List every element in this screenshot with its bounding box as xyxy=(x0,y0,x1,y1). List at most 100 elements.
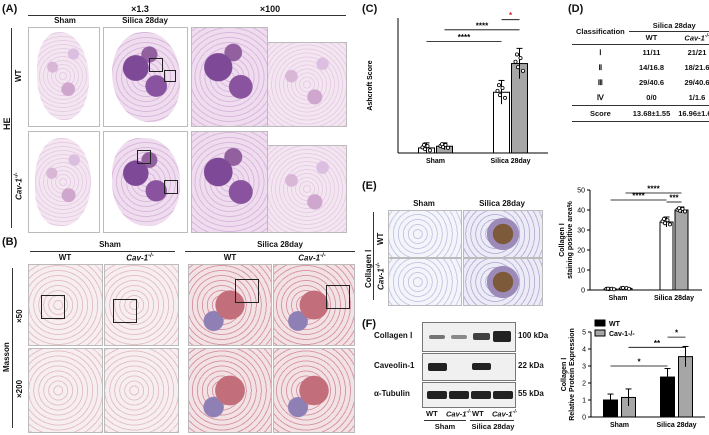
blot-row-collagen: Collagen Ⅰ 100 kDa xyxy=(374,322,550,352)
table-cell-wt: 11/11 xyxy=(642,47,661,57)
table-cell-wt: 29/40.6 xyxy=(638,77,665,87)
he-sham-cav-overview xyxy=(28,131,100,233)
y-tick-label: 0 xyxy=(582,415,586,422)
legend-swatch xyxy=(594,329,606,337)
data-point xyxy=(518,56,523,61)
table-row: Ⅳ 0/0 1/1.6 xyxy=(572,90,709,106)
y-axis-label-line: Collagen Ⅰ xyxy=(560,358,568,392)
he-silica-wt-zoom-1 xyxy=(191,27,268,127)
blot-label-tubulin: α-Tubulin xyxy=(374,389,410,398)
panel-e-col-silica: Silica 28day xyxy=(479,199,525,208)
data-point xyxy=(443,143,448,148)
data-point xyxy=(663,221,668,226)
x-tick-label: Silica 28day xyxy=(490,158,530,165)
data-point xyxy=(497,93,502,98)
data-point xyxy=(514,52,519,57)
table-cell-cav: 18/21.6 xyxy=(684,62,709,72)
panel-a-mag-low: ×1.3 xyxy=(131,4,149,14)
masson-silica-cav-low xyxy=(273,264,355,346)
significance-stars: **** xyxy=(458,33,471,42)
y-axis-label-line: Collagen Ⅰ xyxy=(558,223,566,257)
legend-swatch xyxy=(594,319,606,327)
y-tick-label: 10 xyxy=(577,268,585,275)
group-label-sham: Sham xyxy=(434,422,456,431)
y-tick-label: 5 xyxy=(582,330,586,337)
table-cell-cls: Score xyxy=(589,108,611,118)
table-cell-cls: Ⅱ xyxy=(598,62,603,72)
masson-silica-wt-low xyxy=(188,264,272,346)
blot-kda-tubulin: 55 kDa xyxy=(518,389,544,398)
blot-row-caveolin: Caveolin-1 22 kDa xyxy=(374,353,550,381)
data-point xyxy=(425,144,430,149)
masson-sham-wt-low xyxy=(28,264,103,346)
panel-a-side-line xyxy=(11,28,12,228)
table-row: Ⅰ 11/11 21/21 xyxy=(572,44,709,60)
collagen-silica-wt xyxy=(463,210,543,258)
data-point xyxy=(428,148,433,153)
masson-sham-cav-high xyxy=(104,348,179,433)
masson-sham-cav-low xyxy=(104,264,179,346)
lane-label-1: WT xyxy=(426,409,438,418)
y-axis-label: Collagen ⅠRelative Protein Expression xyxy=(560,328,576,421)
group-line-silica xyxy=(470,420,514,421)
blot-kda-caveolin: 22 kDa xyxy=(518,361,544,370)
collagen-sham-cav xyxy=(388,258,462,306)
collagen-silica-cav xyxy=(463,258,543,306)
panel-a-header-line xyxy=(28,15,346,16)
data-point xyxy=(515,65,520,70)
significance-stars: **** xyxy=(476,21,489,30)
panel-a-col-silica: Silica 28day xyxy=(122,16,168,25)
legend-label: WT xyxy=(609,321,621,328)
significance-stars: **** xyxy=(632,192,645,201)
panel-e-row-wt: WT xyxy=(376,232,385,245)
table-cell-cav: 29/40.6 xyxy=(684,77,709,87)
table-cell-wt: 13.68±1.55 xyxy=(632,108,671,118)
panel-a-col-sham: Sham xyxy=(54,16,76,25)
table-cell-cav: 16.96±1.67 xyxy=(678,108,709,118)
bar-1-0 xyxy=(659,221,674,291)
data-point xyxy=(665,218,670,223)
group-label-silica: Silica 28day xyxy=(471,422,515,431)
data-point xyxy=(677,206,682,211)
table-cell-cls: Ⅰ xyxy=(599,47,602,57)
panel-c-label: (C) xyxy=(362,3,378,15)
y-tick-label: 4 xyxy=(582,347,586,354)
y-axis-label-line: staining positive area% xyxy=(567,200,574,279)
data-point xyxy=(668,222,673,227)
data-point xyxy=(606,286,611,291)
table-cell-cls: Ⅲ xyxy=(597,77,603,87)
significance-stars: * xyxy=(675,329,679,338)
panel-b-mag-low: ×50 xyxy=(15,309,24,323)
data-point xyxy=(682,209,687,214)
panel-a-label: (A) xyxy=(2,3,18,15)
he-silica-cav-zoom-1 xyxy=(191,131,268,233)
significance-stars: *** xyxy=(669,194,679,203)
data-point xyxy=(520,68,525,73)
panel-f-label: (F) xyxy=(362,318,377,330)
data-point xyxy=(513,59,518,64)
significance-stars: **** xyxy=(647,185,660,194)
lane-label-2: Cav-1-/- xyxy=(446,409,472,419)
x-tick-label: Sham xyxy=(608,295,627,302)
panel-b-mag-high: ×200 xyxy=(15,379,24,398)
data-point xyxy=(440,142,445,147)
data-point xyxy=(612,287,617,292)
x-tick-label: Sham xyxy=(610,422,629,429)
collagen-sham-wt xyxy=(388,210,462,258)
y-tick-label: 2 xyxy=(582,381,586,388)
y-axis-label: Ashcroft Score xyxy=(367,60,374,110)
panel-b-side-line xyxy=(12,268,13,428)
panel-b-stain: Masson xyxy=(2,342,11,372)
panel-e-side-line xyxy=(373,212,374,300)
masson-silica-cav-high xyxy=(273,348,355,433)
x-tick-label: Sham xyxy=(426,158,445,165)
legend-label: Cav-1-/- xyxy=(609,331,635,338)
data-point xyxy=(502,95,507,100)
blot-label-collagen: Collagen Ⅰ xyxy=(374,331,413,340)
y-tick-label: 40 xyxy=(577,208,585,215)
panel-b-sham-line xyxy=(30,251,175,252)
y-tick-label: 0 xyxy=(581,288,585,295)
panel-e-stain: Collagen Ⅰ xyxy=(364,249,373,288)
significance-stars: * xyxy=(637,358,641,367)
